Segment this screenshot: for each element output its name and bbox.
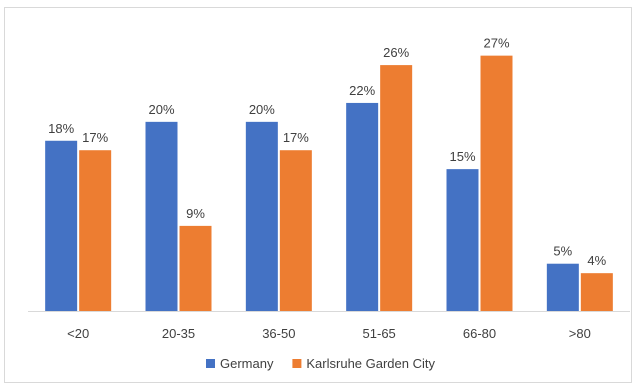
bar-karlsruhe-2 (279, 150, 312, 311)
bar-karlsruhe-4 (480, 55, 513, 311)
data-label-germany-1: 20% (148, 102, 174, 117)
data-label-karlsruhe-2: 17% (283, 130, 309, 145)
bar-karlsruhe-1 (179, 225, 212, 311)
x-tick-label-2: 36-50 (262, 326, 295, 341)
legend-label-germany: Germany (220, 356, 274, 371)
bar-karlsruhe-5 (580, 273, 613, 311)
bar-germany-0 (45, 140, 78, 311)
data-label-germany-0: 18% (48, 121, 74, 136)
data-label-germany-5: 5% (553, 244, 572, 259)
data-label-germany-2: 20% (249, 102, 275, 117)
x-tick-label-4: 66-80 (463, 326, 496, 341)
x-tick-label-3: 51-65 (363, 326, 396, 341)
data-label-karlsruhe-4: 27% (483, 36, 509, 51)
data-label-germany-4: 15% (449, 149, 475, 164)
legend-swatch-germany (206, 359, 215, 368)
bar-karlsruhe-3 (380, 65, 413, 312)
legend-swatch-karlsruhe (292, 359, 302, 368)
bar-germany-4 (446, 169, 479, 311)
bar-germany-3 (346, 102, 379, 311)
bar-germany-2 (245, 121, 278, 311)
data-label-karlsruhe-5: 4% (587, 253, 606, 268)
x-tick-label-1: 20-35 (162, 326, 195, 341)
legend-label-karlsruhe: Karlsruhe Garden City (306, 356, 435, 371)
bar-karlsruhe-0 (79, 150, 112, 311)
bar-germany-5 (546, 263, 579, 311)
data-label-karlsruhe-0: 17% (82, 130, 108, 145)
data-label-karlsruhe-1: 9% (186, 206, 205, 221)
x-tick-label-5: >80 (569, 326, 591, 341)
bar-germany-1 (145, 121, 178, 311)
data-label-germany-3: 22% (349, 83, 375, 98)
x-tick-label-0: <20 (67, 326, 89, 341)
data-label-karlsruhe-3: 26% (383, 45, 409, 60)
